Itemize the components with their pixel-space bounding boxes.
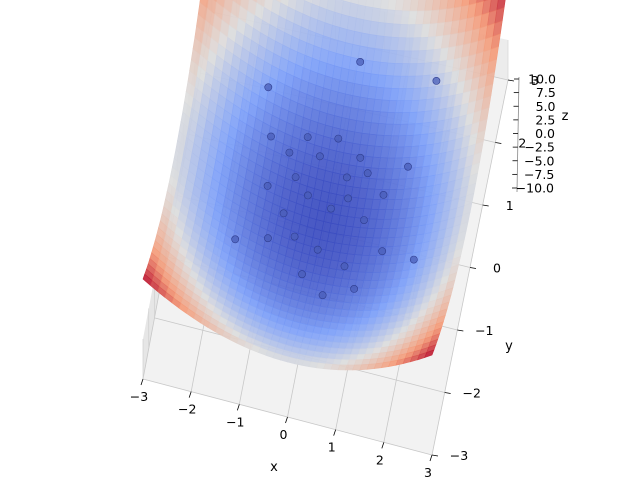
x-tick-label: 2 xyxy=(376,452,384,467)
z-axis-line xyxy=(516,76,520,193)
x-tick-label: −1 xyxy=(226,414,244,429)
z-axis-label: z xyxy=(562,109,569,124)
z-tick-label: 0.0 xyxy=(535,126,555,141)
scatter-point xyxy=(315,152,324,161)
scatter-point xyxy=(263,234,272,243)
scatter-point xyxy=(334,134,343,143)
scatter-point xyxy=(432,77,441,85)
scatter-point xyxy=(378,247,387,256)
z-tick-label: −5.0 xyxy=(524,153,554,168)
y-tick-mark xyxy=(495,142,502,144)
x-tick-mark xyxy=(429,454,433,462)
y-tick-label: −2 xyxy=(462,386,480,401)
scatter-point xyxy=(303,133,312,141)
y-tick-mark xyxy=(469,267,477,269)
scatter-point xyxy=(279,209,288,218)
scatter-point xyxy=(356,58,365,66)
y-tick-label: −1 xyxy=(475,323,493,338)
scatter-point xyxy=(290,232,299,241)
axis-ticks: −3 −2 −1 0 1 2 3 −3 −2 −1 0 1 2 3 −10.0−7.5−5.0−2.50.0… xyxy=(130,72,556,480)
x-tick-label: 1 xyxy=(328,440,336,455)
scatter-point xyxy=(363,169,372,178)
scatter-point xyxy=(267,132,275,141)
scatter-point xyxy=(285,148,294,157)
x-tick-label: 0 xyxy=(280,427,288,442)
scatter-point xyxy=(231,235,240,244)
x-tick-mark xyxy=(285,416,288,424)
y-axis-label: y xyxy=(505,339,513,354)
scatter-point xyxy=(350,284,358,293)
y-tick-mark xyxy=(431,454,439,457)
z-tick-label: −2.5 xyxy=(524,140,554,155)
y-tick-label: 0 xyxy=(493,261,501,276)
y-tick-label: −3 xyxy=(450,448,468,463)
x-tick-mark xyxy=(140,378,144,386)
scatter-point xyxy=(379,190,388,199)
x-tick-label: 3 xyxy=(424,465,432,480)
axis-labels: x y z xyxy=(270,109,568,475)
z-tick-label: −10.0 xyxy=(516,181,554,196)
scatter-point xyxy=(313,245,322,254)
scatter-points xyxy=(231,58,441,300)
y-tick-label: 1 xyxy=(506,198,514,213)
scatter-point xyxy=(340,262,349,271)
x-tick-mark xyxy=(236,404,240,411)
x-tick-label: −2 xyxy=(178,402,196,417)
y-tick-label: 2 xyxy=(518,136,526,151)
x-tick-label: −3 xyxy=(130,389,148,404)
scatter-point xyxy=(264,83,273,92)
z-tick-label: −7.5 xyxy=(524,167,554,182)
scatter-point xyxy=(342,173,351,182)
scatter-point xyxy=(404,162,412,171)
surface-patch xyxy=(424,349,435,358)
scatter-point xyxy=(318,291,327,300)
scatter-point xyxy=(360,216,368,224)
scatter-point xyxy=(344,194,352,203)
x-tick-mark xyxy=(333,429,337,436)
scatter-point xyxy=(409,255,418,264)
z-tick-label: 10.0 xyxy=(528,72,556,87)
scatter-point xyxy=(327,204,335,213)
scatter-point xyxy=(303,191,312,200)
z-tick-label: 7.5 xyxy=(536,85,556,100)
scatter-point xyxy=(291,173,300,181)
y-tick-mark xyxy=(444,392,451,394)
scatter-point xyxy=(298,270,306,279)
x-axis-label: x xyxy=(270,460,278,475)
surface xyxy=(142,0,506,371)
scatter-point xyxy=(263,181,272,190)
z-tick-label: 5.0 xyxy=(536,99,556,114)
scatter-point xyxy=(356,153,365,162)
z-tick-label: 2.5 xyxy=(535,112,555,127)
y-tick-mark xyxy=(482,204,489,207)
y-tick-label: 3 xyxy=(531,73,539,88)
y-tick-mark xyxy=(507,79,515,82)
x-tick-mark xyxy=(188,391,192,398)
x-tick-mark xyxy=(381,442,385,449)
y-tick-mark xyxy=(457,329,464,332)
